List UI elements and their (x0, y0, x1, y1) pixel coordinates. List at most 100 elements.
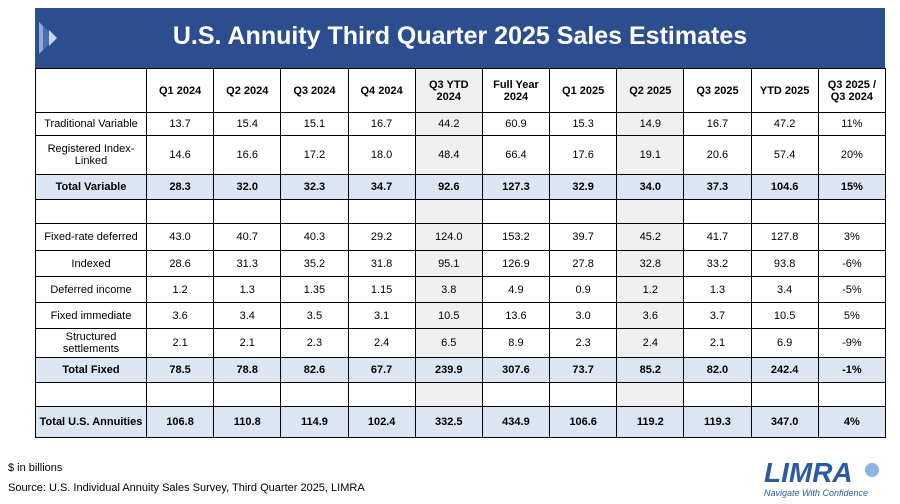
column-header: Q3 2024 (280, 68, 349, 113)
cell: 3.4 (213, 302, 282, 329)
cell: 242.4 (750, 357, 819, 383)
cell: 40.7 (213, 223, 282, 251)
cell: 153.2 (481, 223, 551, 251)
cell: -6% (817, 250, 887, 277)
data-row: Fixed immediate 3.6 3.4 3.5 3.1 10.5 13.6 3.0 3.… (35, 302, 887, 329)
cell: 41.7 (683, 223, 752, 251)
data-row: Fixed-rate deferred 43.0 40.7 40.3 29.2 124.0… (35, 223, 887, 251)
empty-cell (213, 199, 282, 224)
cell: 40.3 (280, 223, 349, 251)
cell: 95.1 (414, 250, 483, 277)
cell: 3.0 (549, 302, 618, 329)
cell: -9% (817, 328, 887, 358)
total-row: Total U.S. Annuities 106.8 110.8 114.9 102.4… (35, 406, 887, 438)
empty-cell (347, 199, 416, 224)
cell: 1.3 (683, 276, 752, 303)
empty-cell (481, 382, 551, 407)
cell: 307.6 (481, 357, 551, 383)
cell: 119.3 (683, 406, 752, 438)
data-row: Indexed 28.6 31.3 35.2 31.8 95.1 126.9 27.8 32.8… (35, 250, 887, 277)
cell: 3.7 (683, 302, 752, 329)
corner-cell (35, 68, 147, 113)
cell: 47.2 (750, 112, 819, 136)
cell: 6.9 (750, 328, 819, 358)
cell: 2.1 (213, 328, 282, 358)
cell: 19.1 (616, 135, 685, 175)
cell: 16.7 (347, 112, 416, 136)
cell: 32.8 (616, 250, 685, 277)
empty-cell (616, 199, 685, 224)
row-label: Total Fixed (35, 357, 147, 383)
cell: 106.6 (549, 406, 618, 438)
cell: 82.6 (280, 357, 349, 383)
row-label: Traditional Variable (35, 112, 147, 136)
cell: 10.5 (750, 302, 819, 329)
cell: 44.2 (414, 112, 483, 136)
column-header: Q3 2025 (683, 68, 752, 113)
cell: 60.9 (481, 112, 551, 136)
cell: 347.0 (750, 406, 819, 438)
spacer-row (35, 199, 887, 224)
sales-table: Q1 2024 Q2 2024 Q3 2024 Q4 2024 Q3 YTD 2024 F… (35, 68, 887, 438)
cell: 110.8 (213, 406, 282, 438)
cell: 34.0 (616, 174, 685, 200)
cell: 1.2 (616, 276, 685, 303)
empty-cell (35, 199, 147, 224)
cell: 1.35 (280, 276, 349, 303)
empty-cell (549, 382, 618, 407)
empty-cell (683, 199, 752, 224)
empty-cell (616, 382, 685, 407)
cell: 2.4 (616, 328, 685, 358)
cell: 35.2 (280, 250, 349, 277)
empty-cell (683, 382, 752, 407)
empty-cell (213, 382, 282, 407)
logo-tagline: Navigate With Confidence (764, 488, 868, 498)
cell: 32.3 (280, 174, 349, 200)
row-label: Indexed (35, 250, 147, 277)
cell: 3.8 (414, 276, 483, 303)
empty-cell (750, 382, 819, 407)
cell: 18.0 (347, 135, 416, 175)
cell: 32.9 (549, 174, 618, 200)
source: Source: U.S. Individual Annuity Sales Su… (8, 482, 365, 494)
column-header: Q4 2024 (347, 68, 416, 113)
spacer-row (35, 382, 887, 407)
data-row: Deferred income 1.2 1.3 1.35 1.15 3.8 4.9 0.9 1.… (35, 276, 887, 303)
cell: 15.1 (280, 112, 349, 136)
cell: 127.8 (750, 223, 819, 251)
cell: 28.6 (145, 250, 215, 277)
cell: 2.1 (683, 328, 752, 358)
cell: 13.7 (145, 112, 215, 136)
cell: 17.2 (280, 135, 349, 175)
cell: 28.3 (145, 174, 215, 200)
row-label: Fixed immediate (35, 302, 147, 329)
cell: 10.5 (414, 302, 483, 329)
cell: 78.5 (145, 357, 215, 383)
cell: 93.8 (750, 250, 819, 277)
data-row: Registered Index-Linked 14.6 16.6 17.2 18.0 4… (35, 135, 887, 175)
cell: 29.2 (347, 223, 416, 251)
data-row: Structured settlements 2.1 2.1 2.3 2.4 6.5 8.9… (35, 328, 887, 358)
cell: 239.9 (414, 357, 483, 383)
column-header: YTD 2025 (750, 68, 819, 113)
cell: 8.9 (481, 328, 551, 358)
row-label: Total Variable (35, 174, 147, 200)
cell: 332.5 (414, 406, 483, 438)
empty-cell (280, 199, 349, 224)
cell: 85.2 (616, 357, 685, 383)
cell: 14.6 (145, 135, 215, 175)
column-header: Q3 2025 / Q3 2024 (817, 68, 887, 113)
empty-cell (35, 382, 147, 407)
cell: 48.4 (414, 135, 483, 175)
cell: 2.3 (280, 328, 349, 358)
empty-cell (280, 382, 349, 407)
cell: 3.5 (280, 302, 349, 329)
cell: 37.3 (683, 174, 752, 200)
empty-cell (481, 199, 551, 224)
empty-cell (145, 199, 215, 224)
cell: 2.1 (145, 328, 215, 358)
cell: 3.1 (347, 302, 416, 329)
row-label: Deferred income (35, 276, 147, 303)
cell: 73.7 (549, 357, 618, 383)
